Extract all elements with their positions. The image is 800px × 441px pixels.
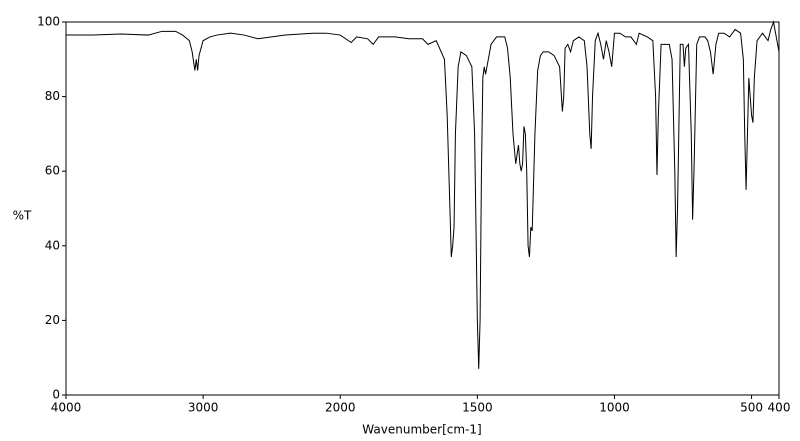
spectrum-line <box>66 20 780 369</box>
y-tick-label: 80 <box>45 89 60 103</box>
x-tick-label: 4000 <box>51 401 82 415</box>
plot-frame <box>65 21 780 396</box>
y-axis-label: %T <box>13 209 32 223</box>
x-tick-label: 400 <box>768 401 791 415</box>
y-tick-label: 100 <box>37 15 60 29</box>
y-tick-label: 20 <box>45 313 60 327</box>
x-tick-label: 3000 <box>188 401 219 415</box>
x-tick-label: 500 <box>740 401 763 415</box>
y-tick-label: 0 <box>52 388 60 402</box>
x-tick-label: 2000 <box>325 401 356 415</box>
x-axis-label: Wavenumber[cm-1] <box>362 423 481 437</box>
x-tick-label: 1500 <box>462 401 493 415</box>
y-tick-label: 40 <box>45 238 60 252</box>
x-tick-label: 1000 <box>599 401 630 415</box>
y-tick-label: 60 <box>45 164 60 178</box>
